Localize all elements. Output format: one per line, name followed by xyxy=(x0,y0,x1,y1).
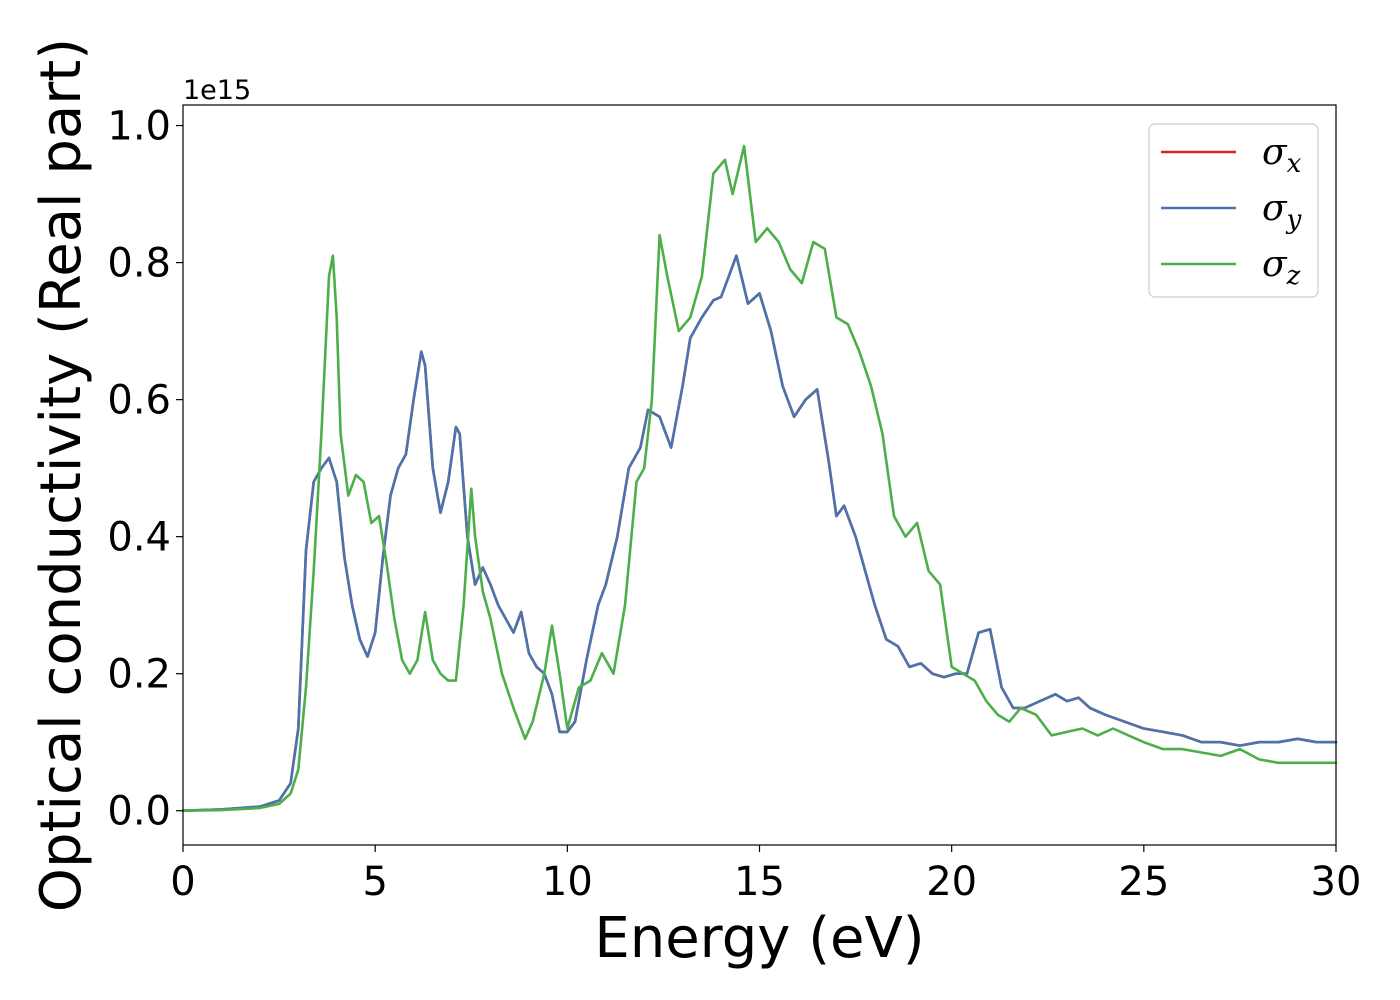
y-axis-label: Optical conductivity (Real part) xyxy=(29,38,94,912)
series-line-y xyxy=(181,254,1338,812)
x-tick-label: 0 xyxy=(170,859,195,905)
y-axis-offset-text: 1e15 xyxy=(183,75,251,106)
x-tick-label: 25 xyxy=(1118,859,1169,905)
series-line-z xyxy=(181,144,1338,812)
series-layer xyxy=(181,144,1338,812)
y-tick-label: 0.0 xyxy=(107,789,171,835)
x-tick-label: 10 xyxy=(542,859,593,905)
y-tick-label: 0.4 xyxy=(107,515,171,561)
x-axis-ticks: 0 5 10 15 20 25 30 xyxy=(170,845,1361,905)
legend-label-z: σz xyxy=(1262,244,1301,291)
x-tick-label: 30 xyxy=(1311,859,1362,905)
x-tick-label: 20 xyxy=(926,859,977,905)
y-axis-ticks: 0.0 0.2 0.4 0.6 0.8 1.0 xyxy=(107,104,183,835)
legend-box xyxy=(1148,123,1319,298)
legend-label-y: σy xyxy=(1262,188,1302,235)
y-tick-label: 0.2 xyxy=(107,652,171,698)
x-tick-label: 15 xyxy=(734,859,785,905)
y-tick-label: 1.0 xyxy=(107,104,171,150)
legend: σx σy σz xyxy=(1148,123,1319,298)
legend-label-x: σx xyxy=(1262,132,1302,179)
x-tick-label: 5 xyxy=(362,859,387,905)
y-tick-label: 0.8 xyxy=(107,241,171,287)
x-axis-label: Energy (eV) xyxy=(594,906,924,971)
y-tick-label: 0.6 xyxy=(107,378,171,424)
